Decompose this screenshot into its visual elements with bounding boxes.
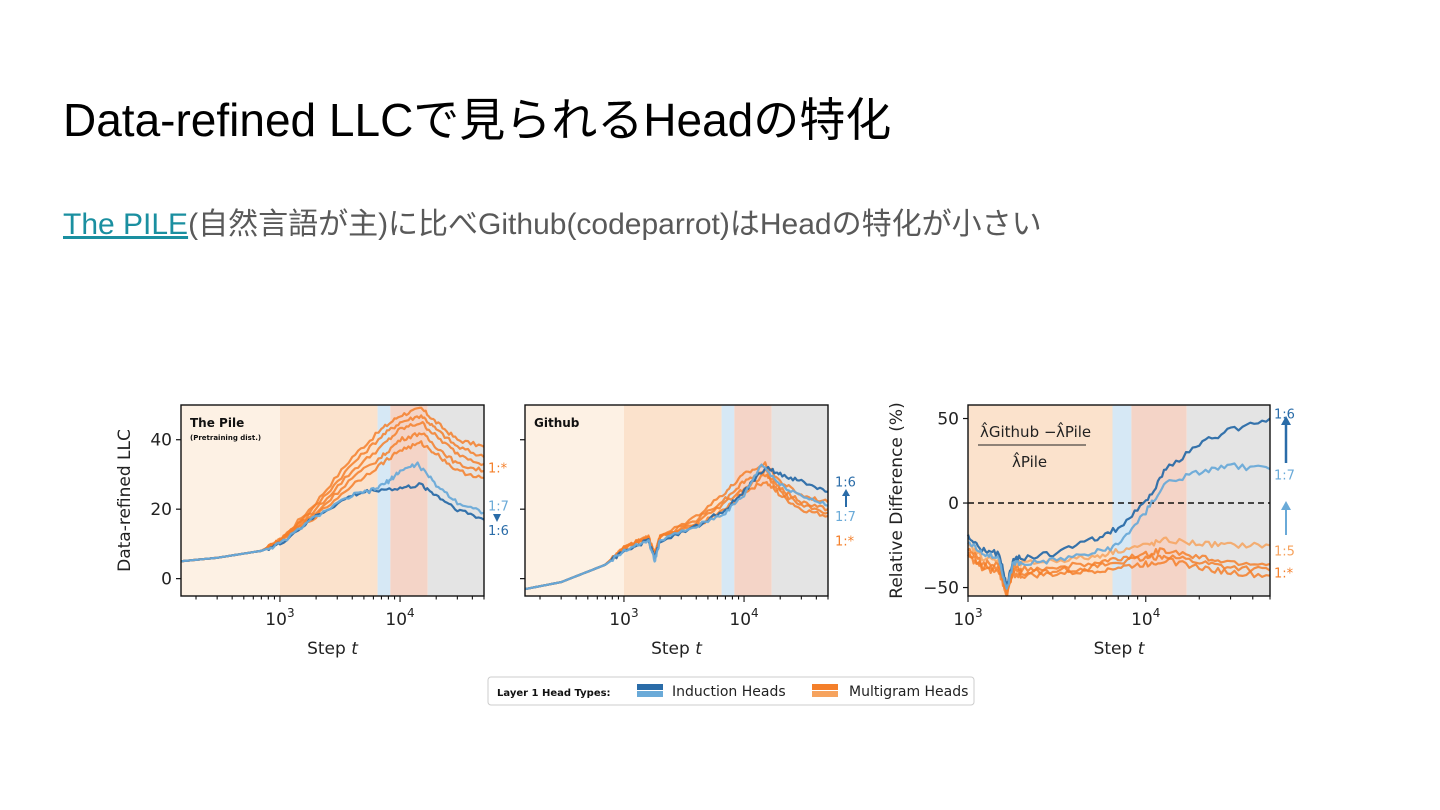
x-tick-label: 103 [609,606,638,630]
phase-band-blue [721,405,735,596]
panel-title-pile: The Pile [190,416,244,430]
x-axis-label: Step t [307,639,359,659]
x-tick-label: 104 [385,606,414,630]
x-axis-label: Step t [1094,639,1146,659]
y-tick-label: 20 [150,500,172,520]
slide-title: Data-refined LLCで見られるHeadの特化 [63,94,892,146]
end-label: 1:7 [1274,468,1295,483]
y-tick-label: 50 [937,410,959,430]
phase-band-light [525,405,624,596]
y-tick-label: −50 [923,579,959,599]
formula-den: λ̂Pile [1012,451,1047,471]
arrow-up-icon [842,489,850,496]
legend-swatch-multigram [812,684,838,690]
y-axis-label: Data-refined LLC [115,429,135,572]
series-line-17 [968,462,1271,590]
end-label: 1:* [835,534,855,549]
legend-box [487,676,975,706]
y-axis-label: Relative Difference (%) [887,402,907,598]
formula-num-b: λ̂Pile [1056,421,1091,441]
end-label: 1:6 [1274,407,1295,422]
legend-swatch-induction-dark [637,684,663,690]
end-label: 1:7 [488,500,509,515]
formula-minus: − [1044,423,1057,441]
x-tick-label: 103 [265,606,294,630]
formula: λ̂Github − λ̂Pile λ̂Pile [978,421,1091,471]
x-tick-label: 104 [729,606,758,630]
y-tick-label: 0 [161,570,172,590]
panel-relative-difference: 50 0 −50 103 104 Step t Relative Difference (%… [887,402,1295,659]
y-tick-label: 40 [150,431,172,451]
end-label: 1:6 [835,475,856,490]
panel-title-github: Github [534,416,580,430]
y-tick-label: 0 [948,494,959,514]
end-label: 1:* [488,462,508,477]
series-line-17 [180,461,485,563]
series-line-M3 [967,553,1271,597]
phase-band-light [181,405,280,596]
arrow-up-icon-light [1281,501,1291,510]
plot-frame [180,404,485,597]
the-pile-link[interactable]: The PILE [63,208,189,241]
formula-num-a: λ̂Github [980,421,1039,441]
legend-label-induction: Induction Heads [672,684,786,700]
series-line-17 [524,463,829,591]
series-line-16 [966,417,1271,589]
slide-subtitle: The PILE(自然言語が主)に比べGithub(codeparrot)はHe… [63,199,1042,243]
end-label: 1:7 [835,510,856,525]
x-axis-label: Step t [651,639,703,659]
plot-frame [524,404,829,597]
arrow-up-icon-dark [1281,416,1291,425]
panel-the-pile: 0 20 40 103 104 Step t Data-refined LLC 1:* 1:7 1… [115,404,509,659]
panel-github: 103 104 Step t 1:6 1:7 1:* [520,404,856,659]
phase-band-orange [623,405,722,596]
arrow-down-icon [493,514,501,522]
legend-swatch-induction-light [637,691,663,697]
x-tick-label: 104 [1131,606,1160,630]
x-tick-label: 103 [953,606,982,630]
end-label: 1:* [1274,566,1294,581]
phase-band-red [734,405,772,596]
legend: Layer 1 Head Types: Induction Heads Mult… [487,676,975,706]
legend-swatch-multigram-light [812,691,838,697]
end-label: 1:5 [1274,544,1295,559]
panel-subtitle-pile: (Pretraining dist.) [190,434,261,442]
subtitle-text: (自然言語が主)に比べGithub(codeparrot)はHeadの特化が小さ… [188,208,1042,241]
end-label: 1:6 [488,524,509,539]
legend-label-multigram: Multigram Heads [849,684,968,700]
legend-title: Layer 1 Head Types: [497,688,611,699]
plot-frame [967,404,1271,597]
